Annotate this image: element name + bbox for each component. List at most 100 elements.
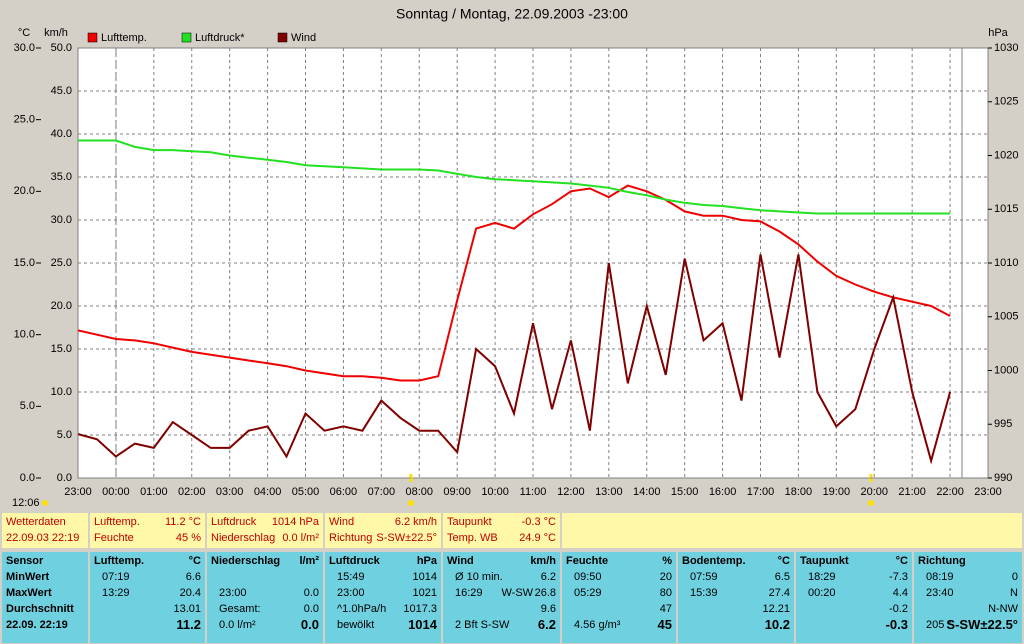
x-tick-label: 00:00: [102, 486, 130, 498]
stats-row: 15:39 27.4: [682, 585, 790, 601]
y3-tick-label: 25.0: [51, 257, 72, 269]
stats-value: 0.0: [300, 617, 319, 632]
stats-row-label: 22.09. 22:19: [6, 619, 68, 631]
stats-column: Niederschlag l/m² 23:00 0.0 Gesamt: 0.0 0.0 l/…: [207, 552, 323, 643]
stats-row: 18:29 -7.3: [800, 569, 908, 585]
x-tick-label: 21:00: [898, 486, 926, 498]
stats-time: 205 °: [926, 619, 952, 631]
stats-value: -0.3: [885, 617, 908, 632]
current-line: Wind 6.2 km/h: [329, 514, 437, 530]
y2-unit: hPa: [988, 27, 1008, 39]
current-label: Wind: [329, 516, 355, 528]
stats-time: 07:59: [690, 571, 718, 583]
x-tick-label: 20:00: [860, 486, 888, 498]
x-tick-label: 05:00: [292, 486, 320, 498]
stats-value: 6.6: [185, 571, 201, 583]
y3-tick-label: 5.0: [57, 429, 72, 441]
stats-header-name: Wind: [447, 555, 474, 567]
current-line: Feuchte 45 %: [94, 530, 201, 546]
current-line: Niederschlag 0.0 l/m²: [211, 530, 319, 546]
stats-column: Feuchte% 09:50 20 05:29 80 47 4.56 g/m³ 45: [562, 552, 676, 643]
stats-value: 27.4: [768, 587, 790, 599]
y3-tick-label: 50.0: [51, 42, 72, 54]
stats-row: 23:00 0.0: [211, 585, 319, 601]
y-unit: °C: [18, 27, 30, 39]
stats-value: 6.2: [537, 617, 556, 632]
current-line: Luftdruck 1014 hPa: [211, 514, 319, 530]
legend-swatch: [277, 32, 288, 43]
stats-row: 9.6: [447, 601, 556, 617]
current-label: Temp. WB: [447, 532, 498, 544]
stats-row: Gesamt: 0.0: [211, 601, 319, 617]
y-tick-label: 10.0: [14, 329, 35, 341]
x-tick-label: 06:00: [330, 486, 358, 498]
stats-time: 15:49: [337, 571, 365, 583]
chart: Sonntag / Montag, 22.09.2003 -23:00 °C k…: [12, 6, 1018, 509]
x-tick-label: 16:00: [709, 486, 737, 498]
stats-header: Lufttemp. °C: [94, 553, 201, 569]
y2-tick-label: 1015: [994, 203, 1018, 215]
stats-column: Lufttemp. °C 07:19 6.6 13:29 20.4 13.01 11.2: [90, 552, 205, 643]
stats-time: 2 Bft S-SW: [455, 619, 510, 631]
stats-row: 09:50 20: [566, 569, 672, 585]
current-label: Wetterdaten: [6, 516, 66, 528]
stats-time: 07:19: [102, 571, 130, 583]
stats-time: 23:00: [337, 587, 365, 599]
stats-row-label: Durchschnitt: [6, 603, 74, 615]
x-tick-label: 12:00: [557, 486, 585, 498]
current-box: Luftdruck 1014 hPa Niederschlag 0.0 l/m²: [207, 513, 323, 548]
stats-row: 205 ° S-SW±22.5°: [918, 617, 1018, 633]
stats-column: Richtung 08:19 0 23:40 N N-NW 205 ° S-SW±22.5°: [914, 552, 1022, 643]
stats-row: 07:19 6.6: [94, 569, 201, 585]
current-line: Richtung S-SW±22.5°: [329, 530, 437, 546]
stats-value: -0.2: [889, 603, 908, 615]
current-line: Taupunkt -0.3 °C: [447, 514, 556, 530]
current-value: 24.9 °C: [519, 532, 556, 544]
stats-value: 6.2: [540, 571, 556, 583]
stats-header: Richtung: [918, 553, 1018, 569]
current-label: Lufttemp.: [94, 516, 140, 528]
current-label: Taupunkt: [447, 516, 492, 528]
stats-value: 12.21: [762, 603, 790, 615]
stats-row: 4.56 g/m³ 45: [566, 617, 672, 633]
stats-value: 0.0: [303, 587, 319, 599]
stats-value: 45: [657, 617, 672, 632]
y2-tick-label: 1020: [994, 149, 1018, 161]
current-value: 45 %: [175, 532, 201, 544]
marker-dot: [868, 500, 874, 506]
current-line: Wetterdaten: [6, 514, 84, 530]
stats-header-unit: °C: [777, 555, 790, 567]
stats-value: 47: [659, 603, 672, 615]
stats-header-name: Feuchte: [566, 555, 609, 567]
current-box: Wind 6.2 km/h Richtung S-SW±22.5°: [325, 513, 441, 548]
stats-row: 08:19 0: [918, 569, 1018, 585]
stats-header-name: Taupunkt: [800, 555, 849, 567]
stats-row: ^1.0hPa/h 1017.3: [329, 601, 437, 617]
stats-header-unit: km/h: [530, 555, 556, 567]
y2-tick-label: 1000: [994, 364, 1018, 376]
stats-value: S-SW±22.5°: [946, 617, 1018, 632]
y3-unit: km/h: [44, 27, 68, 39]
current-value: 6.2 km/h: [394, 516, 437, 528]
stats-value: N: [1010, 587, 1018, 599]
stats-row: 0.0 l/m² 0.0: [211, 617, 319, 633]
current-value: 1014 hPa: [271, 516, 319, 528]
stats-row-label: MaxWert: [6, 587, 52, 599]
series-line: [78, 139, 951, 215]
legend-label: Wind: [291, 32, 316, 44]
stats-time: 09:50: [574, 571, 602, 583]
x-tick-label: 01:00: [140, 486, 168, 498]
x-tick-label: 19:00: [823, 486, 851, 498]
y3-tick-label: 20.0: [51, 300, 72, 312]
stats-time: 13:29: [102, 587, 130, 599]
stats-row-label: MinWert: [6, 571, 50, 583]
y3-tick-label: 35.0: [51, 171, 72, 183]
x-tick-label: 22:00: [936, 486, 964, 498]
y2-tick-label: 1010: [994, 257, 1018, 269]
stats-time: Gesamt:: [219, 603, 261, 615]
stats-header-name: Lufttemp.: [94, 555, 145, 567]
stats-time: 16:29: [455, 587, 483, 599]
current-line: 22.09.03 22:19: [6, 530, 84, 546]
stats-time: Ø 10 min.: [455, 571, 503, 583]
x-tick-label: 13:00: [595, 486, 623, 498]
